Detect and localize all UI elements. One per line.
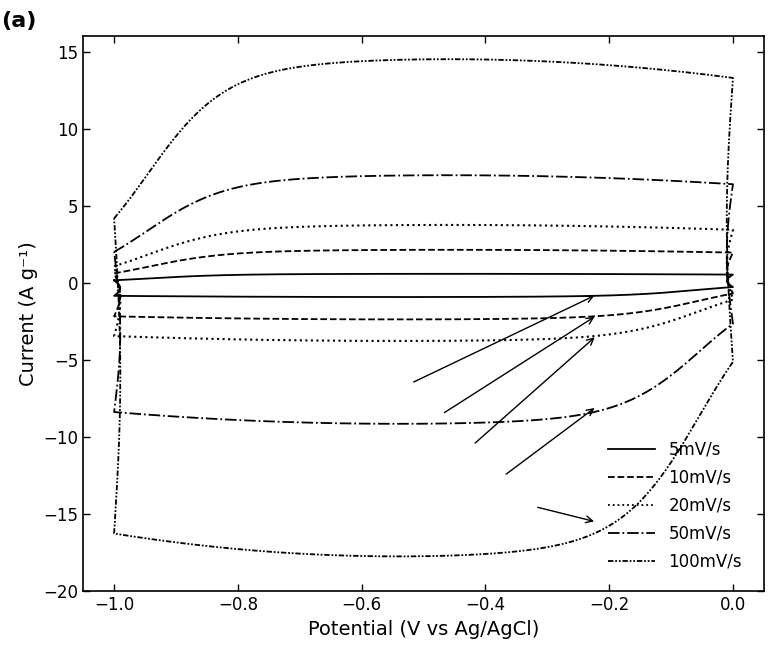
100mV/s [399, 56, 408, 64]
10mV/s [504, 315, 513, 323]
10mV/s [252, 315, 261, 322]
50mV/s [394, 420, 403, 428]
10mV/s [444, 246, 453, 254]
20mV/s [434, 221, 443, 229]
100mV/s [150, 161, 159, 168]
20mV/s [399, 221, 408, 229]
20mV/s [394, 337, 403, 345]
10mV/s [434, 246, 443, 254]
50mV/s [109, 248, 119, 255]
100mV/s [109, 214, 119, 222]
Line: 10mV/s: 10mV/s [114, 250, 733, 319]
20mV/s [109, 263, 119, 270]
5mV/s [109, 276, 119, 284]
5mV/s [504, 293, 513, 301]
Line: 20mV/s: 20mV/s [114, 225, 733, 341]
5mV/s [252, 293, 261, 301]
10mV/s [394, 315, 403, 323]
20mV/s [150, 248, 159, 256]
100mV/s [109, 214, 119, 222]
50mV/s [150, 222, 159, 230]
50mV/s [444, 172, 453, 179]
Line: 100mV/s: 100mV/s [114, 59, 733, 556]
20mV/s [504, 336, 513, 344]
5mV/s [150, 274, 159, 282]
Y-axis label: Current (A g⁻¹): Current (A g⁻¹) [19, 241, 38, 386]
5mV/s [399, 270, 408, 278]
100mV/s [419, 55, 429, 63]
Text: (a): (a) [2, 10, 37, 31]
20mV/s [109, 263, 119, 270]
100mV/s [434, 55, 443, 63]
10mV/s [419, 246, 429, 254]
20mV/s [252, 336, 261, 344]
50mV/s [109, 248, 119, 255]
50mV/s [399, 172, 408, 179]
100mV/s [394, 552, 403, 560]
X-axis label: Potential (V vs Ag/AgCl): Potential (V vs Ag/AgCl) [308, 620, 539, 639]
50mV/s [504, 418, 513, 426]
Line: 50mV/s: 50mV/s [114, 176, 733, 424]
10mV/s [150, 261, 159, 269]
100mV/s [444, 55, 453, 63]
5mV/s [109, 276, 119, 284]
20mV/s [444, 221, 453, 229]
50mV/s [419, 172, 429, 179]
Line: 5mV/s: 5mV/s [114, 274, 733, 297]
10mV/s [109, 270, 119, 278]
10mV/s [399, 246, 408, 254]
5mV/s [419, 270, 429, 278]
50mV/s [252, 417, 261, 425]
5mV/s [434, 270, 443, 278]
50mV/s [434, 172, 443, 179]
100mV/s [504, 549, 513, 556]
100mV/s [252, 547, 261, 554]
10mV/s [109, 270, 119, 278]
20mV/s [419, 221, 429, 229]
5mV/s [444, 270, 453, 278]
5mV/s [394, 293, 403, 301]
Legend: 5mV/s, 10mV/s, 20mV/s, 50mV/s, 100mV/s: 5mV/s, 10mV/s, 20mV/s, 50mV/s, 100mV/s [602, 434, 749, 578]
